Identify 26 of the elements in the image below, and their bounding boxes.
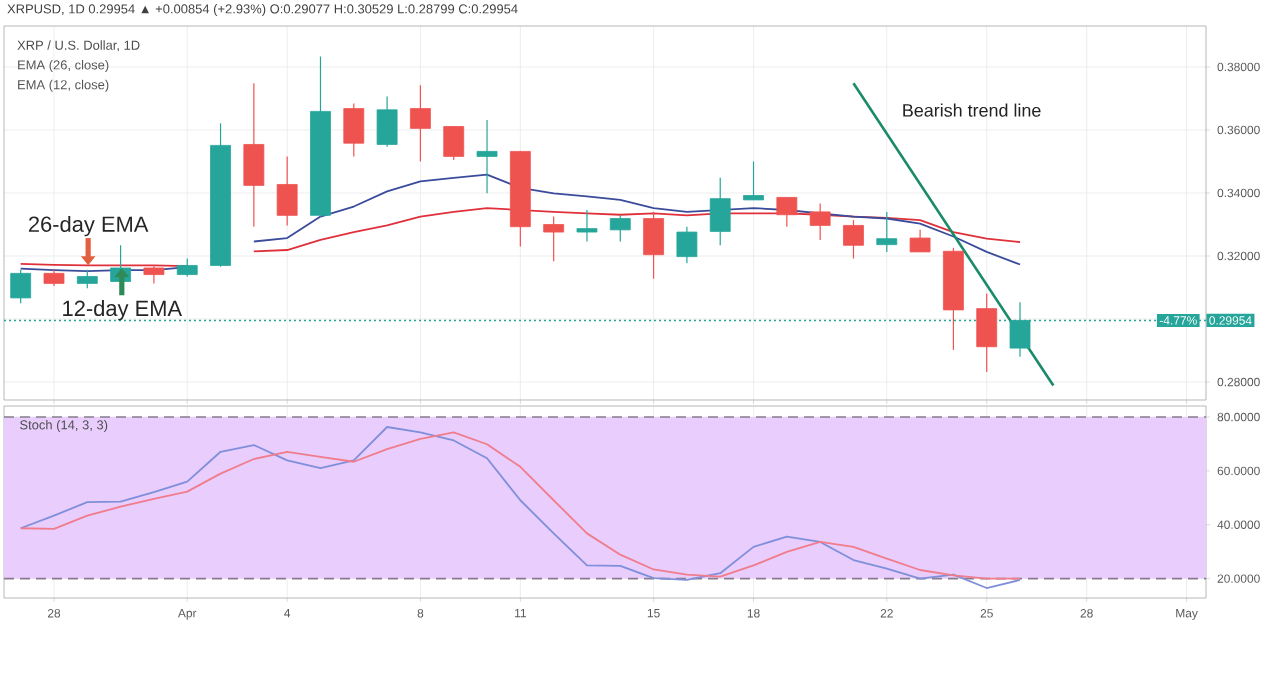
candlestick xyxy=(276,155,298,227)
candlestick xyxy=(376,95,398,148)
candlestick xyxy=(676,226,698,264)
candlestick xyxy=(10,269,32,304)
candlestick xyxy=(743,160,764,201)
candlestick xyxy=(476,119,498,194)
candlestick xyxy=(809,202,831,241)
candlestick xyxy=(243,82,265,228)
candlestick xyxy=(876,211,898,253)
candlestick xyxy=(909,229,931,253)
candlestick xyxy=(76,269,98,289)
candlestick xyxy=(776,196,798,228)
series-label: 12-day EMA xyxy=(63,300,183,321)
candlestick xyxy=(343,102,365,158)
candlestick xyxy=(543,216,565,262)
candlestick xyxy=(976,292,998,373)
series-label: 26-day EMA xyxy=(28,215,149,237)
candlestick xyxy=(643,211,664,280)
candlestick xyxy=(709,177,731,246)
candlestick xyxy=(443,125,465,161)
candlestick xyxy=(410,84,431,163)
candlestick xyxy=(609,214,631,243)
candlestick xyxy=(843,219,864,260)
candlestick xyxy=(576,209,598,243)
annotation: Bearish trend line xyxy=(903,103,1041,117)
candlestick xyxy=(143,264,165,285)
